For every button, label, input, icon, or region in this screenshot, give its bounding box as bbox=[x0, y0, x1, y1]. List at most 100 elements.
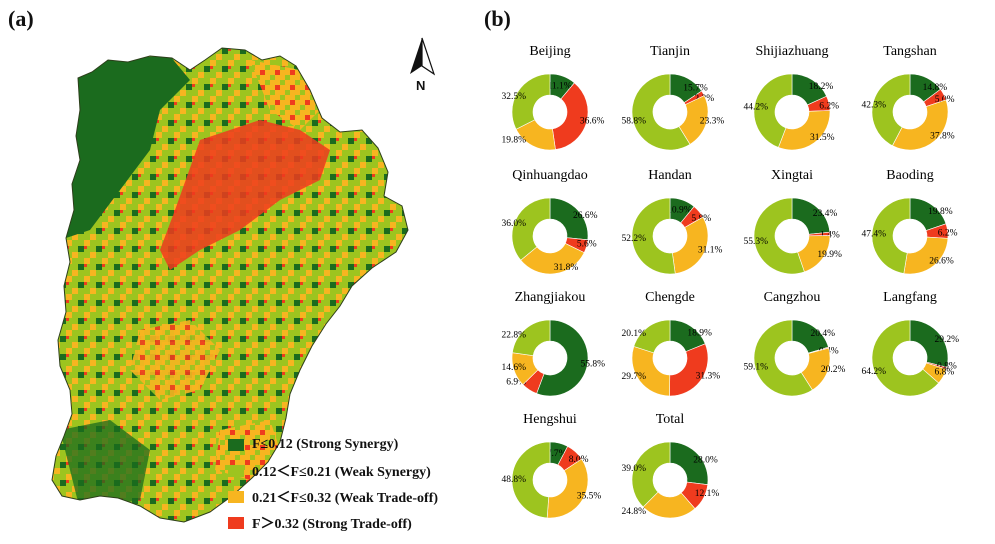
pie-value-label: 39.0% bbox=[621, 464, 646, 474]
pie-title: Tianjin bbox=[650, 44, 690, 59]
pie-slice bbox=[631, 197, 676, 275]
pie-value-label: 47.4% bbox=[861, 229, 886, 239]
pie-title: Baoding bbox=[886, 168, 933, 183]
pie-title: Langfang bbox=[883, 290, 937, 305]
pie-value-label: 52.2% bbox=[621, 234, 646, 244]
legend-swatch bbox=[228, 491, 244, 503]
legend-label: F≤0.12 (Strong Synergy) bbox=[252, 437, 399, 452]
pie-slice bbox=[871, 197, 911, 274]
pie-value-label: 28.0% bbox=[693, 455, 718, 465]
legend-label: 0.12＜F≤0.21 (Weak Synergy) bbox=[252, 465, 431, 480]
pie-value-label: 18.9% bbox=[687, 328, 712, 338]
pie-value-label: 20.4% bbox=[811, 329, 836, 339]
pie-value-label: 6.8% bbox=[934, 368, 954, 378]
pie-slice bbox=[753, 197, 805, 275]
pie-slice bbox=[631, 73, 691, 151]
pie-title: Xingtai bbox=[771, 168, 813, 183]
pie-value-label: 24.8% bbox=[621, 507, 646, 517]
pie-value-label: 11.1% bbox=[547, 82, 571, 92]
pie-slice bbox=[520, 243, 585, 275]
pie-value-label: 31.5% bbox=[810, 133, 835, 143]
pie-value-label: 23.4% bbox=[813, 209, 838, 219]
pie-title: Cangzhou bbox=[764, 290, 821, 305]
legend-item-weak-tradeoff: 0.21＜F≤0.32 (Weak Trade-off) bbox=[228, 484, 488, 510]
legend-swatch bbox=[228, 439, 244, 451]
pie-value-label: 42.3% bbox=[861, 101, 886, 111]
map-panel: (a) bbox=[0, 0, 480, 544]
pie-value-label: 36.0% bbox=[501, 219, 526, 229]
legend-item-strong-synergy: F≤0.12 (Strong Synergy) bbox=[228, 432, 488, 458]
donut-total: Total 28.0% 12.1% 24.8% 39.0% bbox=[621, 412, 719, 519]
pie-title: Zhangjiakou bbox=[515, 290, 586, 305]
pie-title: Shijiazhuang bbox=[755, 44, 828, 59]
pie-value-label: 26.6% bbox=[929, 256, 954, 266]
pie-slice bbox=[871, 73, 911, 147]
pie-value-label: 8.0% bbox=[569, 455, 589, 465]
pie-value-label: 6.2% bbox=[938, 228, 958, 238]
pie-value-label: 26.6% bbox=[573, 211, 598, 221]
pie-value-label: 22.8% bbox=[501, 331, 526, 341]
donut-hengshui: Hengshui 7.7%8.0% 35.5% 48.8% bbox=[501, 412, 602, 519]
pie-slice bbox=[536, 319, 589, 397]
pie-slice bbox=[511, 73, 551, 130]
pie-value-label: 31.8% bbox=[554, 263, 579, 273]
pie-slice bbox=[753, 73, 793, 148]
legend-item-strong-tradeoff: F＞0.32 (Strong Trade-off) bbox=[228, 510, 488, 536]
pie-value-label: 48.8% bbox=[501, 475, 526, 485]
donut-baoding: Baoding 19.8% 6.2% 26.6% 47.4% bbox=[861, 168, 958, 275]
pie-slice bbox=[633, 319, 671, 354]
pie-slice bbox=[909, 319, 949, 368]
pie-slice bbox=[753, 319, 813, 397]
pie-value-label: 55.8% bbox=[580, 360, 605, 370]
pie-value-label: 19.8% bbox=[501, 136, 526, 146]
legend-item-weak-synergy: 0.12＜F≤0.21 (Weak Synergy) bbox=[228, 458, 488, 484]
pie-slice bbox=[512, 319, 551, 356]
pie-value-label: 58.8% bbox=[621, 116, 646, 126]
pie-value-label: 31.3% bbox=[696, 372, 721, 382]
pie-value-label: 7.7% bbox=[547, 449, 567, 459]
pie-slice bbox=[546, 458, 589, 519]
pie-value-label: 6.9% bbox=[506, 377, 526, 387]
pie-title: Handan bbox=[648, 168, 692, 183]
panel-b-label: (b) bbox=[484, 6, 511, 31]
pie-title: Hengshui bbox=[523, 412, 577, 427]
pie-slice bbox=[669, 343, 709, 397]
panel-a-label: (a) bbox=[8, 6, 34, 31]
pie-title: Total bbox=[656, 412, 685, 427]
pie-value-label: 31.1% bbox=[698, 246, 723, 256]
donut-panel: (b) Beijing 11.1% 36.6% 19.8% 32.5% Tianjin 15… bbox=[484, 0, 995, 544]
pie-slice bbox=[631, 441, 671, 508]
donut-chengde: Chengde 18.9% 31.3% 29.7% 20.1% bbox=[621, 290, 721, 397]
donut-beijing: Beijing 11.1% 36.6% 19.8% 32.5% bbox=[501, 44, 604, 151]
north-arrow-icon bbox=[410, 37, 436, 76]
pie-value-label: 10.9% bbox=[667, 206, 692, 216]
region-map bbox=[51, 47, 409, 523]
pie-value-label: 55.3% bbox=[743, 237, 768, 247]
pie-value-label: 20.1% bbox=[621, 329, 646, 339]
pie-value-label: 32.5% bbox=[501, 92, 526, 102]
legend-swatch bbox=[228, 517, 244, 529]
pie-value-label: 59.1% bbox=[743, 363, 768, 373]
map-legend: F≤0.12 (Strong Synergy) 0.12＜F≤0.21 (Wea… bbox=[228, 432, 488, 536]
pie-value-label: 64.2% bbox=[861, 367, 886, 377]
pie-value-label: 20.2% bbox=[821, 365, 846, 375]
pie-slice bbox=[672, 216, 709, 274]
pie-value-label: 44.2% bbox=[743, 102, 768, 112]
pie-value-label: 35.5% bbox=[577, 492, 602, 502]
donut-qinhuangdao: Qinhuangdao 26.6% 5.6% 31.8% 36.0% bbox=[501, 168, 598, 275]
pie-value-label: 15.7% bbox=[683, 83, 708, 93]
donut-zhangjiakou: Zhangjiakou 55.8% 6.9% 14.6% 22.8% bbox=[501, 290, 605, 397]
pie-value-label: 18.2% bbox=[809, 82, 834, 92]
donut-charts: Beijing 11.1% 36.6% 19.8% 32.5% Tianjin 15.7% 2… bbox=[501, 44, 959, 519]
donut-shijiazhuang: Shijiazhuang 18.2% 6.2% 31.5% 44.2% bbox=[743, 44, 839, 151]
pie-slice bbox=[511, 441, 551, 519]
pie-slice bbox=[892, 99, 949, 151]
pie-value-label: 5.6% bbox=[577, 240, 597, 250]
pie-title: Qinhuangdao bbox=[512, 168, 587, 183]
pie-value-label: 29.7% bbox=[621, 372, 646, 382]
pie-slice bbox=[871, 319, 940, 397]
